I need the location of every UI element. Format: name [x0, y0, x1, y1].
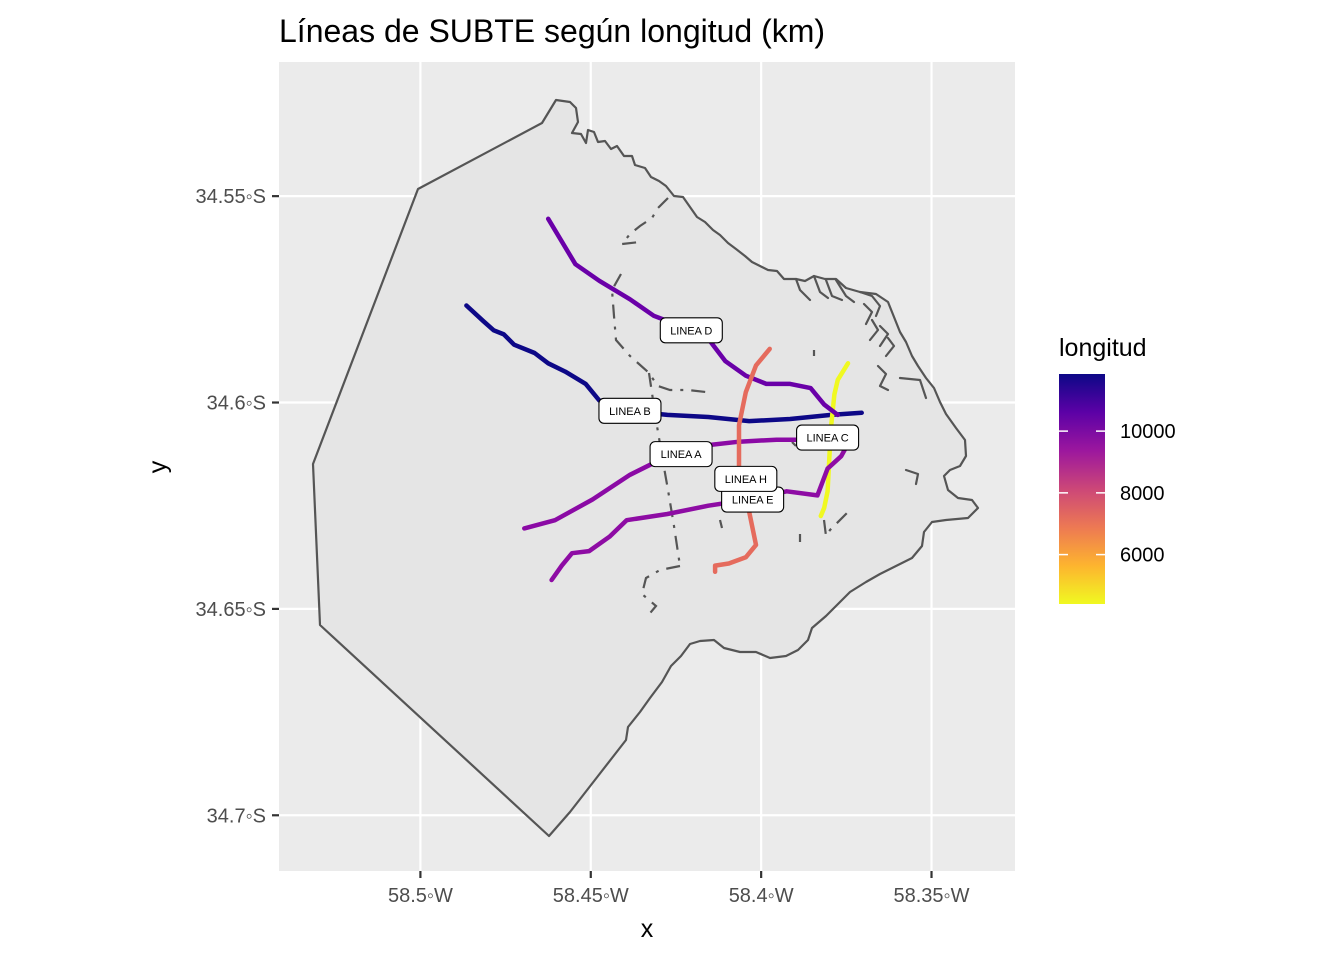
legend-colorbar	[1059, 374, 1105, 604]
legend-tick-label: 10000	[1120, 421, 1176, 443]
x-tick-label: 58.35◦W	[894, 885, 970, 907]
x-tick-label: 58.4◦W	[729, 885, 794, 907]
label-text: LINEA H	[725, 474, 767, 486]
port-docks	[794, 274, 928, 486]
legend-tick-label: 6000	[1120, 545, 1165, 567]
label-text: LINEA A	[661, 449, 703, 461]
label-box	[598, 397, 662, 424]
comuna-dividers	[610, 197, 849, 619]
label-text: LINEA E	[732, 495, 774, 507]
label-text: LINEA D	[670, 325, 712, 337]
line-label-b: LINEA B	[598, 397, 662, 424]
y-tick-label: 34.6◦S	[207, 393, 266, 415]
line-label-h: LINEA H	[714, 465, 778, 492]
chart-title: Líneas de SUBTE según longitud (km)	[279, 13, 825, 49]
legend-title: longitud	[1059, 334, 1147, 362]
subte-line-b	[464, 303, 864, 424]
x-tick-label: 58.5◦W	[388, 885, 453, 907]
x-tick-label: 58.45◦W	[553, 885, 629, 907]
line-label-e: LINEA E	[721, 486, 785, 513]
label-box	[796, 424, 860, 451]
label-box	[659, 317, 723, 344]
y-tick-label: 34.65◦S	[196, 599, 266, 621]
line-labels: LINEA A LINEA B LINEA C LINEA D LINEA E LINEA…	[598, 317, 860, 513]
x-axis-title: x	[641, 915, 654, 943]
y-axis: 34.55◦S 34.6◦S 34.65◦S 34.7◦S	[196, 186, 279, 827]
line-label-a: LINEA A	[649, 441, 713, 468]
legend-tick-label: 8000	[1120, 483, 1165, 505]
y-tick-label: 34.55◦S	[196, 186, 266, 208]
label-text: LINEA C	[806, 433, 848, 445]
legend: longitud 6000 8000 10000	[1059, 334, 1176, 604]
label-box	[649, 441, 713, 468]
y-axis-title: y	[144, 460, 172, 473]
legend-ticks: 6000 8000 10000	[1059, 421, 1176, 567]
label-box	[714, 465, 778, 492]
label-text: LINEA B	[609, 406, 651, 418]
x-axis: 58.5◦W 58.45◦W 58.4◦W 58.35◦W	[388, 871, 970, 907]
subte-line-d	[545, 216, 841, 418]
line-label-d: LINEA D	[659, 317, 723, 344]
y-tick-label: 34.7◦S	[207, 805, 266, 827]
line-label-c: LINEA C	[796, 424, 860, 451]
subte-line-e	[549, 441, 851, 583]
